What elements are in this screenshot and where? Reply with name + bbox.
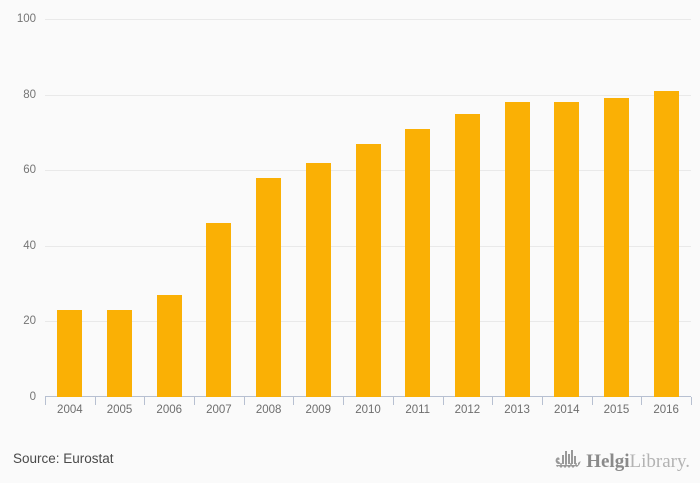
plot-area [45, 19, 692, 405]
logo-text-bold: Helgi [586, 450, 630, 472]
x-axis-tick [442, 397, 444, 405]
gridline [45, 94, 691, 96]
x-axis-tick-label: 2007 [206, 404, 232, 416]
x-axis-tick-label: 2008 [255, 404, 282, 416]
bar-2008[interactable] [256, 177, 282, 397]
x-axis-tick-label: 2004 [57, 404, 83, 416]
x-axis-tick [343, 397, 345, 405]
x-axis-tick-label: 2011 [405, 404, 431, 416]
x-axis-tick-label: 2005 [106, 404, 133, 416]
source-label: Source: Eurostat [13, 451, 114, 466]
x-axis-tick [492, 397, 494, 405]
x-axis-tick [243, 397, 245, 405]
bar-2006[interactable] [156, 294, 182, 397]
logo-text-light: Library. [629, 450, 691, 472]
bar-2016[interactable] [653, 90, 679, 397]
x-axis-tick [691, 397, 692, 405]
x-axis-tick [194, 397, 196, 405]
y-axis-tick-label: 60 [23, 164, 36, 177]
y-axis-tick-label: 0 [29, 391, 36, 403]
bar-2011[interactable] [405, 128, 431, 397]
bar-2015[interactable] [603, 98, 629, 397]
bar-2012[interactable] [454, 113, 480, 397]
x-axis-tick [45, 397, 46, 405]
x-axis-tick-label: 2010 [355, 404, 381, 416]
bar-2009[interactable] [305, 162, 331, 397]
x-axis-tick [541, 397, 543, 405]
x-axis-tick-label: 2012 [454, 404, 481, 416]
x-axis-tick-label: 2009 [305, 404, 332, 416]
x-axis-tick-label: 2014 [553, 404, 580, 416]
x-axis-tick [392, 397, 394, 405]
x-axis-tick-label: 2016 [653, 404, 679, 416]
bar-2013[interactable] [504, 102, 530, 397]
x-axis-tick [293, 397, 295, 405]
x-axis-tick [591, 397, 593, 405]
x-axis-tick-label: 2006 [156, 404, 183, 416]
y-axis-tick-label: 20 [23, 315, 36, 328]
helgi-library-logo[interactable]: HelgiLibrary. [554, 445, 690, 477]
logo-text: HelgiLibrary. [586, 452, 690, 471]
y-axis-tick-label: 40 [23, 239, 36, 252]
viking-ship-icon [555, 450, 581, 468]
x-axis-tick [144, 397, 146, 405]
x-axis-tick [641, 397, 643, 405]
bar-2007[interactable] [206, 223, 232, 397]
x-axis-tick-label: 2013 [504, 404, 530, 416]
bar-2014[interactable] [554, 102, 580, 397]
bar-2005[interactable] [107, 310, 133, 397]
bar-2004[interactable] [57, 310, 83, 397]
x-axis-tick [94, 397, 96, 405]
y-axis-tick-label: 80 [23, 88, 36, 101]
x-axis-tick-label: 2015 [603, 404, 630, 416]
y-axis-tick-label: 100 [16, 13, 36, 25]
bar-2010[interactable] [355, 143, 381, 397]
gridline [45, 19, 691, 20]
